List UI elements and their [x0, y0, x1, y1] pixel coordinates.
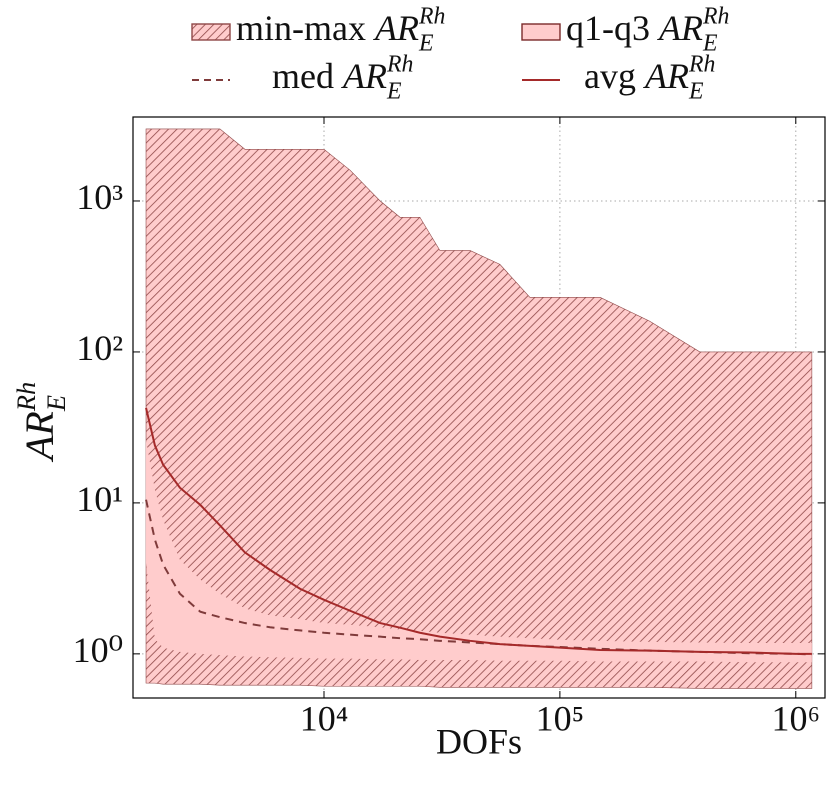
symbol: AR: [657, 8, 703, 48]
x-tick-label: 10⁶: [772, 698, 821, 738]
plot-frame: [132, 116, 826, 699]
legend-entry: min-max ARRh E: [236, 4, 445, 57]
superscript: Rh: [702, 4, 729, 30]
y-axis-label: ARRhE: [11, 382, 71, 463]
superscript: Rh: [386, 52, 413, 78]
superscript: Rh: [11, 382, 41, 412]
superscript: Rh: [418, 4, 445, 30]
legend-entry: q1-q3 ARRh E: [566, 4, 729, 57]
average-line: [145, 407, 812, 655]
y-tick-label: 10²: [76, 328, 123, 368]
subscript: E: [688, 79, 704, 105]
space: [636, 56, 645, 96]
legend-label: min-max: [236, 8, 366, 48]
y-tick-label: 10¹: [76, 479, 123, 519]
min-max-band: [145, 128, 813, 689]
space: [334, 56, 343, 96]
legend-label: avg: [584, 56, 636, 96]
plot-area: [145, 128, 813, 689]
y-tick-label: 10⁰: [73, 630, 123, 670]
space: [650, 8, 659, 48]
x-tick-label: 10⁵: [536, 698, 585, 738]
superscript: Rh: [688, 52, 715, 78]
subscript: E: [702, 31, 718, 57]
y-tick-label: 10³: [76, 177, 123, 217]
legend-swatch: [521, 23, 561, 41]
subscript: E: [418, 31, 434, 57]
legend-entry: avg ARRh E: [584, 52, 715, 105]
y-label-group: ARRhE: [11, 382, 71, 463]
legend-entry: med ARRh E: [272, 52, 413, 105]
legend-label: q1-q3: [566, 8, 650, 48]
x-axis-label: DOFs: [436, 721, 522, 761]
subscript: E: [386, 79, 402, 105]
symbol: AR: [341, 56, 387, 96]
legend-swatch: [191, 23, 231, 41]
symbol: AR: [373, 8, 419, 48]
y-axis-title: ARRhE: [11, 382, 71, 463]
quartile-band: [146, 440, 812, 663]
symbol: AR: [17, 411, 62, 463]
ticks: 10⁴ 10⁵ 10⁶ 10⁰ 10¹ 10² 10³: [73, 117, 825, 738]
symbol: AR: [643, 56, 689, 96]
legend-label: med: [272, 56, 334, 96]
x-tick-label: 10⁴: [300, 698, 349, 738]
space: [366, 8, 375, 48]
subscript: E: [41, 395, 71, 412]
